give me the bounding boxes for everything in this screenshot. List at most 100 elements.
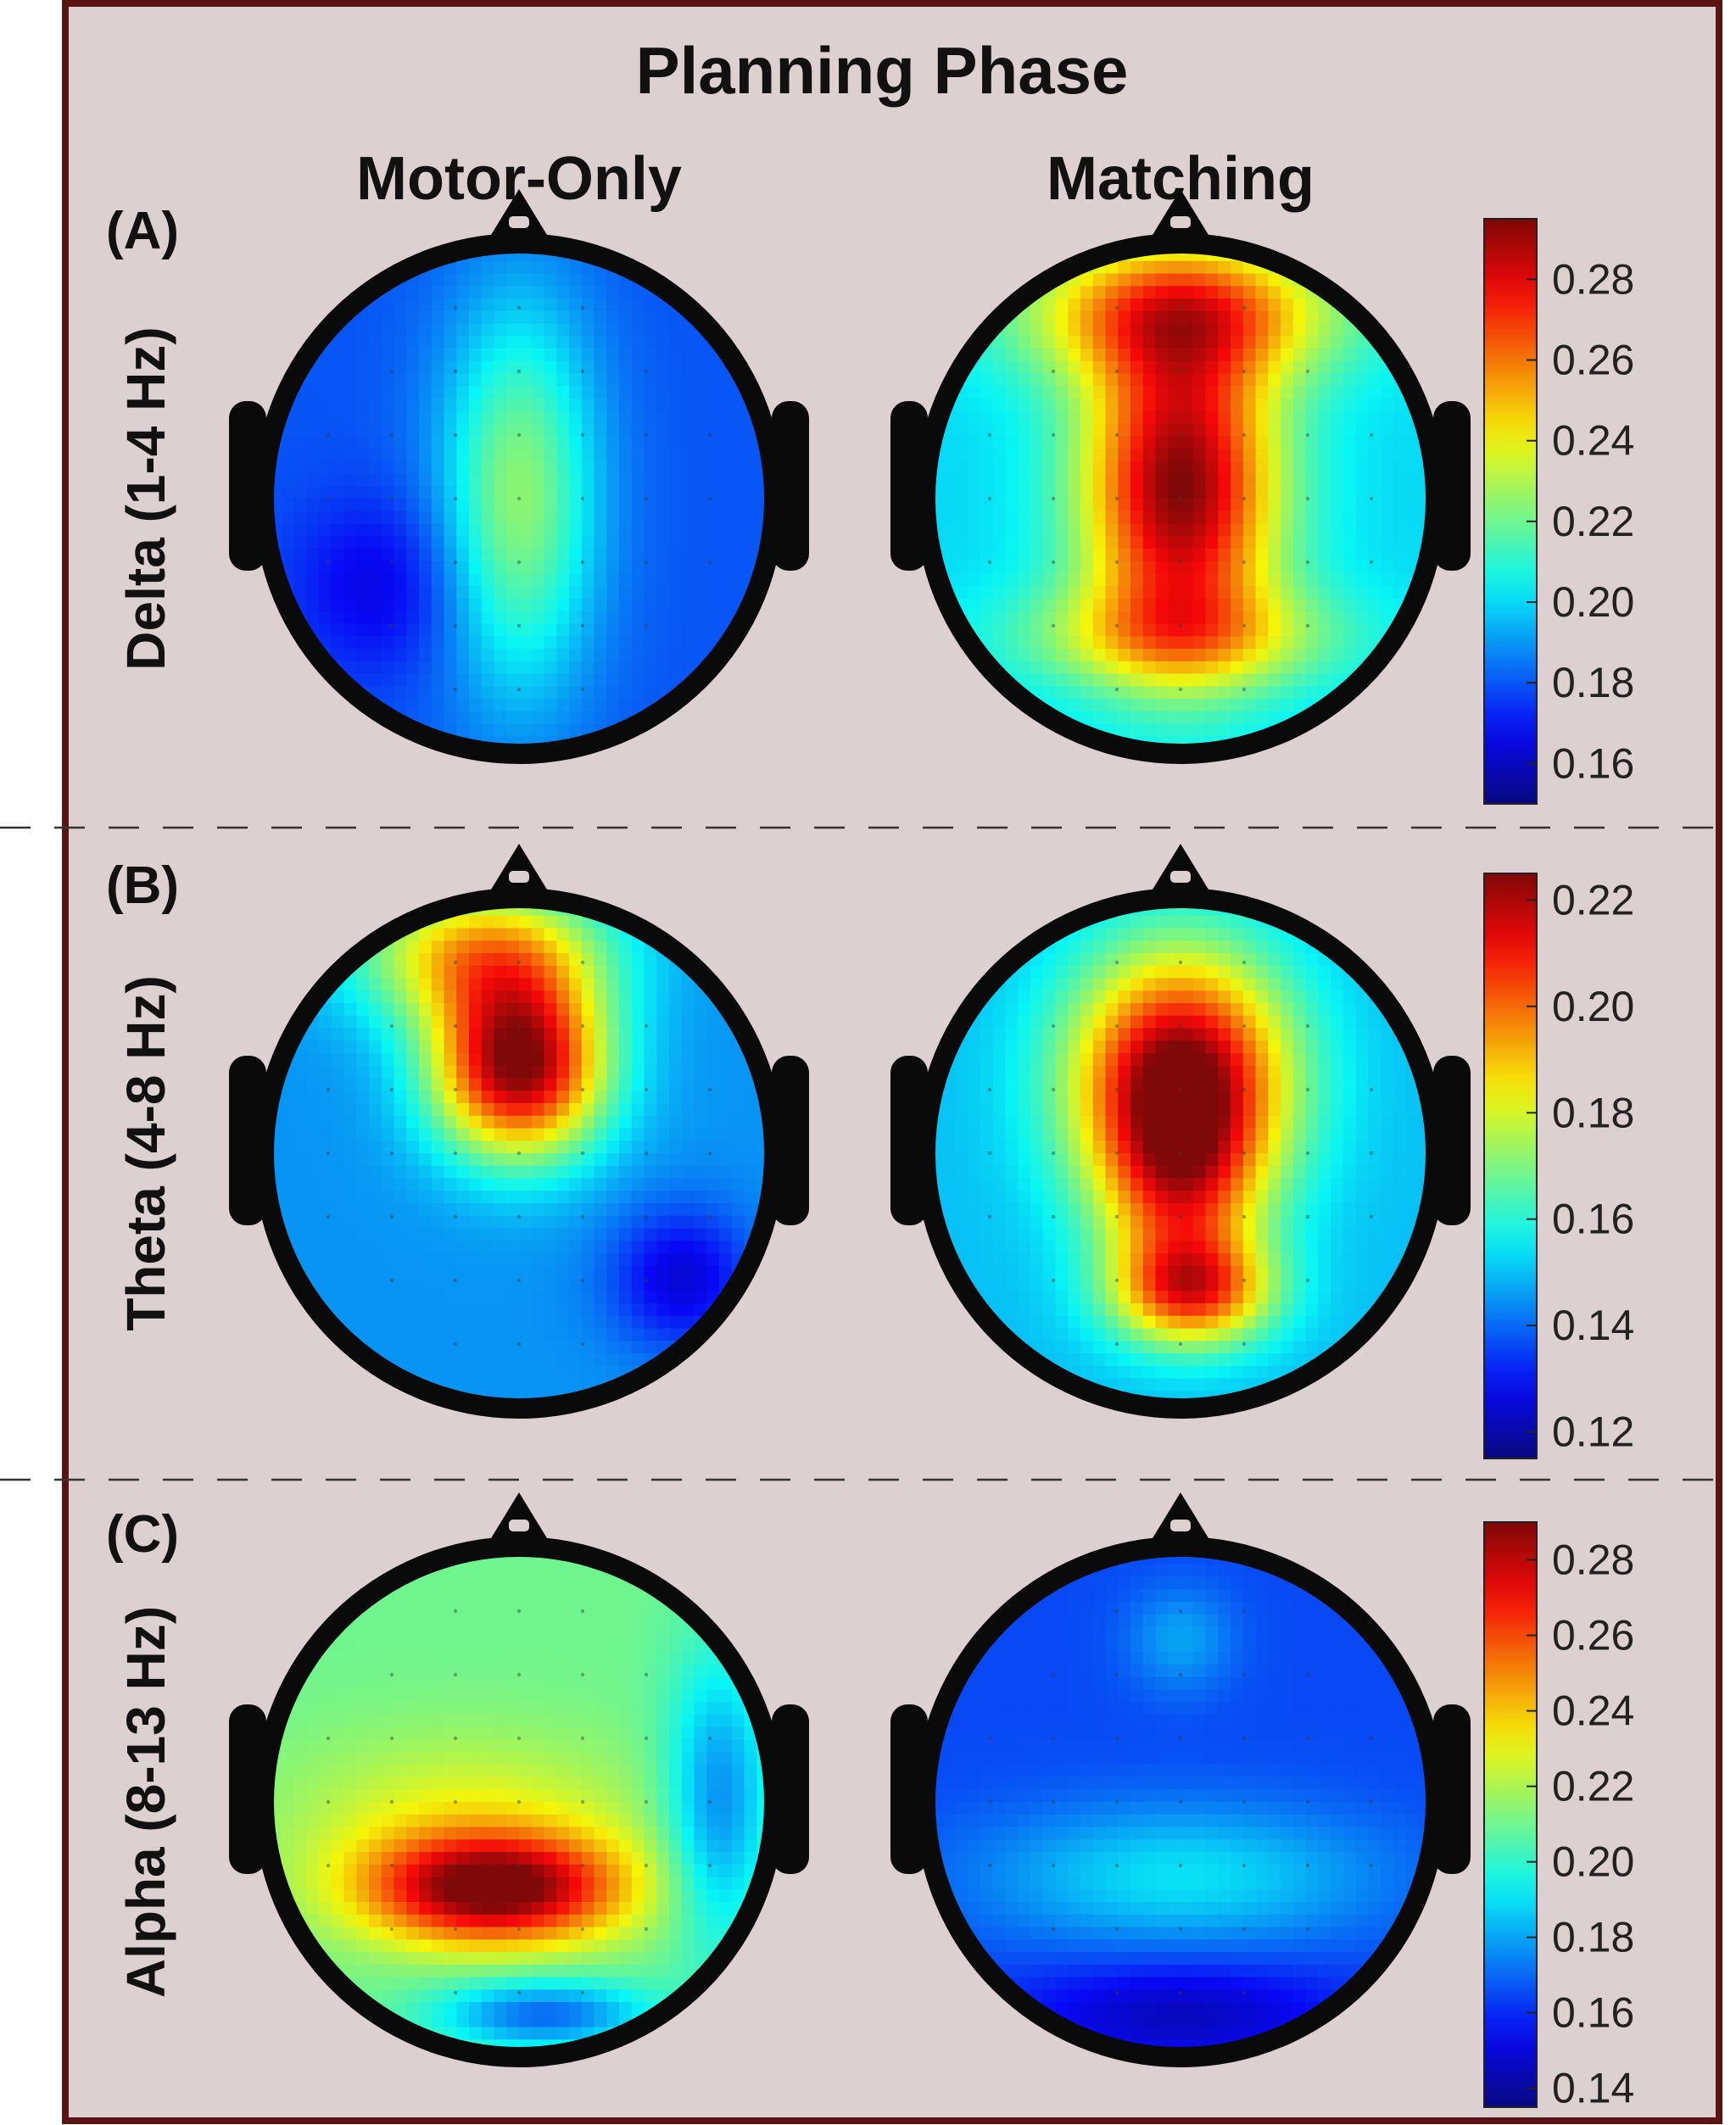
electrode-dot bbox=[326, 560, 331, 565]
electrode-dot bbox=[1178, 960, 1183, 965]
electrode-dot bbox=[516, 1990, 522, 1995]
electrode-dot bbox=[1178, 1927, 1183, 1932]
electrode-dot bbox=[453, 1609, 458, 1614]
electrode-dot bbox=[453, 1087, 458, 1092]
electrode-dot bbox=[580, 1151, 585, 1156]
colorbar-tick-label: 0.18 bbox=[1552, 659, 1634, 706]
panel-label: (A) bbox=[106, 202, 179, 260]
electrode-dot bbox=[707, 1151, 712, 1156]
electrode-dot bbox=[516, 1927, 522, 1932]
electrode-dot bbox=[516, 560, 522, 565]
electrode-dot bbox=[1114, 432, 1119, 438]
electrode-dot bbox=[389, 1023, 394, 1029]
electrode-dot bbox=[326, 1087, 331, 1092]
electrode-dot bbox=[453, 1799, 458, 1804]
electrode-dot bbox=[516, 369, 522, 374]
electrode-dot bbox=[1178, 369, 1183, 374]
colorbar-tick-label: 0.24 bbox=[1552, 1687, 1634, 1735]
figure-title: Planning Phase bbox=[636, 33, 1129, 108]
row-label: Alpha (8-13 Hz) bbox=[115, 1606, 176, 1998]
electrode-dot bbox=[1242, 369, 1247, 374]
electrode-dot bbox=[516, 305, 522, 310]
electrode-dot bbox=[1114, 1023, 1119, 1029]
electrode-dot bbox=[1051, 1214, 1056, 1219]
electrode-dot bbox=[1242, 432, 1247, 438]
row-0: (A) Delta (1-4 Hz) 0.16 0.18 0.20 0.22 0.24 0.2… bbox=[106, 189, 1634, 805]
electrode-dot bbox=[516, 1736, 522, 1741]
electrode-dot bbox=[644, 560, 649, 565]
electrode-dot bbox=[1051, 432, 1056, 438]
nose-notch bbox=[1170, 871, 1191, 883]
electrode-dot bbox=[1114, 1990, 1119, 1995]
electrode-dot bbox=[580, 305, 585, 310]
electrode-dot bbox=[1305, 1214, 1310, 1219]
electrode-dot bbox=[389, 1278, 394, 1283]
electrode-dot bbox=[1369, 496, 1374, 501]
nose-notch bbox=[1170, 216, 1191, 228]
electrode-dot bbox=[453, 687, 458, 692]
electrode-dot bbox=[516, 623, 522, 628]
topoplot-matching bbox=[890, 189, 1471, 764]
electrode-dot bbox=[1051, 623, 1056, 628]
electrode-dot bbox=[389, 496, 394, 501]
electrode-dot bbox=[1114, 496, 1119, 501]
electrode-dot bbox=[326, 1736, 331, 1741]
colorbar-gradient bbox=[1483, 1521, 1538, 2108]
electrode-dot bbox=[1242, 1672, 1247, 1677]
electrode-dot bbox=[1242, 1151, 1247, 1156]
electrode-dot bbox=[1051, 1927, 1056, 1932]
colorbar-tick-label: 0.20 bbox=[1552, 578, 1634, 626]
electrode-dot bbox=[1242, 687, 1247, 692]
electrode-dot bbox=[1114, 1278, 1119, 1283]
electrode-dot bbox=[987, 496, 992, 501]
electrode-dot bbox=[1369, 1087, 1374, 1092]
electrode-dot bbox=[1114, 1087, 1119, 1092]
panel-label: (B) bbox=[106, 856, 179, 915]
electrode-dot bbox=[1178, 623, 1183, 628]
electrode-dot bbox=[644, 623, 649, 628]
electrode-dot bbox=[1178, 1214, 1183, 1219]
electrode-dot bbox=[389, 432, 394, 438]
electrode-dot bbox=[644, 1151, 649, 1156]
nose-notch bbox=[509, 216, 529, 228]
electrode-dot bbox=[1305, 623, 1310, 628]
electrode-dot bbox=[987, 1214, 992, 1219]
electrode-dot bbox=[1305, 560, 1310, 565]
electrode-dot bbox=[707, 432, 712, 438]
electrode-dot bbox=[453, 1990, 458, 1995]
electrode-dot bbox=[453, 623, 458, 628]
colorbar: 0.12 0.14 0.16 0.18 0.20 0.22 bbox=[1483, 873, 1634, 1459]
electrode-dot bbox=[644, 496, 649, 501]
electrode-dot bbox=[1178, 1023, 1183, 1029]
electrode-dot bbox=[516, 1087, 522, 1092]
topoplot-matching bbox=[890, 1492, 1471, 2067]
electrode-dot bbox=[644, 1927, 649, 1932]
electrode-dot bbox=[1242, 1609, 1247, 1614]
electrode-dot bbox=[1178, 305, 1183, 310]
electrode-dot bbox=[516, 1609, 522, 1614]
electrode-dot bbox=[1242, 1927, 1247, 1932]
nose-notch bbox=[509, 871, 529, 883]
electrode-dot bbox=[1369, 1736, 1374, 1741]
electrode-dot bbox=[1114, 1736, 1119, 1741]
electrode-dot bbox=[516, 432, 522, 438]
electrode-dot bbox=[1242, 1990, 1247, 1995]
electrode-dot bbox=[453, 1672, 458, 1677]
heatmap bbox=[274, 908, 764, 1398]
electrode-dot bbox=[1114, 1609, 1119, 1614]
electrode-dot bbox=[453, 1023, 458, 1029]
electrode-dot bbox=[987, 560, 992, 565]
electrode-dot bbox=[453, 1214, 458, 1219]
electrode-dot bbox=[580, 432, 585, 438]
electrode-dot bbox=[1178, 687, 1183, 692]
electrode-dot bbox=[1178, 1341, 1183, 1347]
electrode-dot bbox=[1178, 432, 1183, 438]
electrode-dot bbox=[389, 1672, 394, 1677]
electrode-dot bbox=[580, 1341, 585, 1347]
electrode-dot bbox=[707, 1863, 712, 1868]
electrode-dot bbox=[580, 623, 585, 628]
electrode-dot bbox=[453, 1341, 458, 1347]
electrode-dot bbox=[1242, 305, 1247, 310]
electrode-dot bbox=[1051, 496, 1056, 501]
electrode-dot bbox=[1178, 1799, 1183, 1804]
